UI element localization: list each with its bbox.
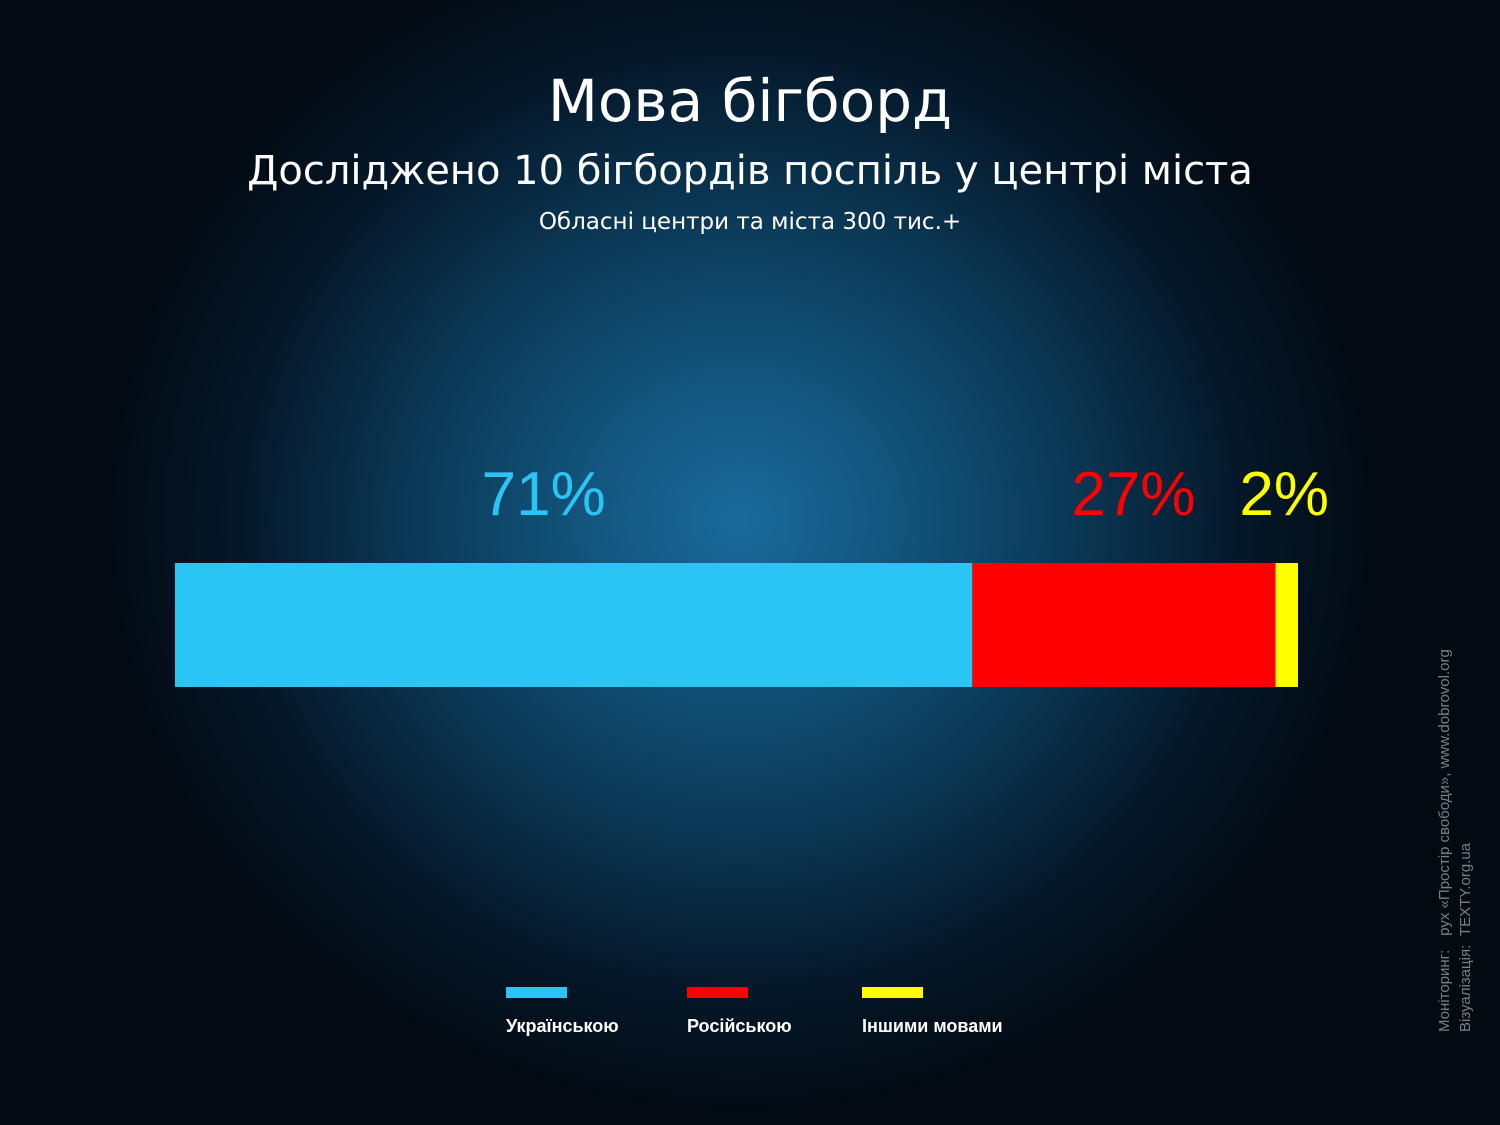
legend-swatch-2: [862, 987, 923, 998]
value-label-0: 71%: [482, 460, 606, 529]
legend-swatch-0: [506, 987, 567, 998]
value-label-2: 2%: [1239, 460, 1329, 529]
legend-label-0: Українською: [506, 1016, 619, 1036]
credit-monitoring-label: Моніторинг:: [1436, 949, 1453, 1032]
chart-title: Мова бігборд: [547, 67, 953, 135]
legend-label-1: Російською: [687, 1016, 792, 1036]
bar-segment-2: [1275, 563, 1298, 687]
legend-label-2: Іншими мовами: [862, 1016, 1003, 1036]
bar-segment-1: [972, 563, 1276, 687]
bar-segment-0: [175, 563, 973, 687]
credit-monitoring: Моніторинг: рух «Простір свободи», www.d…: [1434, 612, 1455, 1032]
credit-monitoring-value: рух «Простір свободи», www.dobrovol.org: [1436, 649, 1453, 936]
credit-visualization-value: TEXTY.org.ua: [1457, 842, 1474, 937]
legend-swatch-1: [687, 987, 748, 998]
value-label-1: 27%: [1071, 460, 1195, 529]
chart-note: Обласні центри та міста 300 тис.+: [538, 209, 962, 235]
credit-visualization: Візуалізація: TEXTY.org.ua: [1455, 612, 1476, 1032]
credit-visualization-label: Візуалізація:: [1457, 944, 1474, 1032]
credits-block: Моніторинг: рух «Простір свободи», www.d…: [1434, 612, 1478, 1032]
chart-subtitle: Досліджено 10 бігбордів поспіль у центрі…: [247, 148, 1253, 194]
